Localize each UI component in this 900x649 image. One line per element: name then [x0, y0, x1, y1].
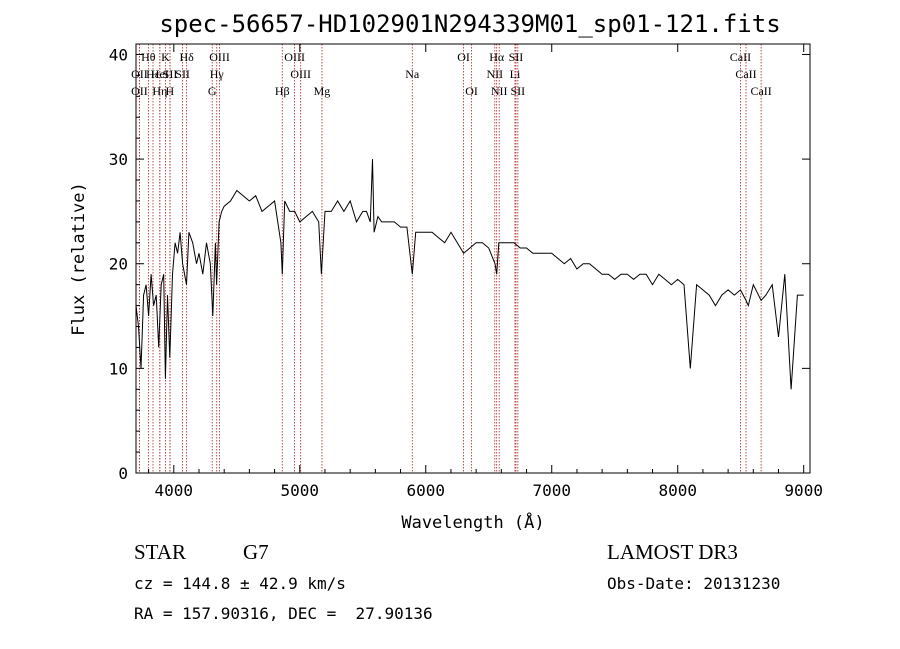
line-label: CaII — [750, 84, 771, 98]
line-label: OIII — [284, 50, 305, 64]
y-tick-label: 40 — [109, 45, 128, 64]
x-tick-label: 8000 — [658, 481, 697, 500]
line-label: Mg — [314, 84, 331, 98]
x-tick-label: 7000 — [532, 481, 571, 500]
x-tick-label: 5000 — [281, 481, 320, 500]
line-label: OI — [465, 84, 478, 98]
line-label: OIII — [209, 50, 230, 64]
line-label: OI — [457, 50, 470, 64]
line-label: Hε — [146, 67, 160, 81]
line-label: H — [166, 84, 175, 98]
line-label: SII — [511, 84, 526, 98]
object-subclass: G7 — [243, 540, 269, 564]
line-label: CaII — [735, 67, 756, 81]
x-tick-label: 9000 — [784, 481, 823, 500]
x-tick-label: 6000 — [406, 481, 445, 500]
line-label: NII — [486, 67, 503, 81]
object-class: STAR — [134, 540, 186, 564]
line-label: CaII — [730, 50, 751, 64]
chart-title: spec-56657-HD102901N294339M01_sp01-121.f… — [159, 10, 780, 38]
y-axis-label: Flux (relative) — [69, 182, 89, 336]
x-tick-label: 4000 — [155, 481, 194, 500]
line-label: Hθ — [141, 50, 156, 64]
line-label: Na — [405, 67, 420, 81]
plot-frame — [135, 43, 811, 474]
line-label: OII — [131, 67, 148, 81]
obs-date-text: Obs-Date: 20131230 — [607, 574, 781, 593]
x-axis-label: Wavelength (Å) — [401, 511, 544, 533]
line-label: Hγ — [210, 67, 225, 81]
line-label: Hδ — [179, 50, 194, 64]
line-label: Hβ — [275, 84, 290, 98]
line-label: OIII — [290, 67, 311, 81]
coordinates-text: RA = 157.90316, DEC = 27.90136 — [134, 604, 433, 623]
line-label: NII — [491, 84, 508, 98]
spectrum-line — [135, 159, 804, 390]
line-label: SII — [175, 67, 190, 81]
line-label: Hη — [152, 84, 167, 98]
y-tick-label: 30 — [109, 150, 128, 169]
line-label: Hα — [489, 50, 505, 64]
y-axis: 0 10 20 30 40 — [109, 45, 810, 483]
line-markers — [139, 44, 762, 473]
y-tick-label: 10 — [109, 359, 128, 378]
y-tick-label: 20 — [109, 255, 128, 274]
line-label: OII — [131, 84, 148, 98]
line-label: SII — [509, 50, 524, 64]
line-label: Li — [510, 67, 521, 81]
y-tick-label: 0 — [118, 464, 128, 483]
x-axis: 4000 5000 6000 7000 8000 9000 — [148, 44, 823, 500]
line-label: G — [208, 84, 217, 98]
line-label: HeI — [151, 67, 169, 81]
line-label: SII — [163, 67, 178, 81]
line-label: K — [161, 50, 170, 64]
redshift-text: cz = 144.8 ± 42.9 km/s — [134, 574, 346, 593]
survey-name: LAMOST DR3 — [607, 540, 738, 564]
